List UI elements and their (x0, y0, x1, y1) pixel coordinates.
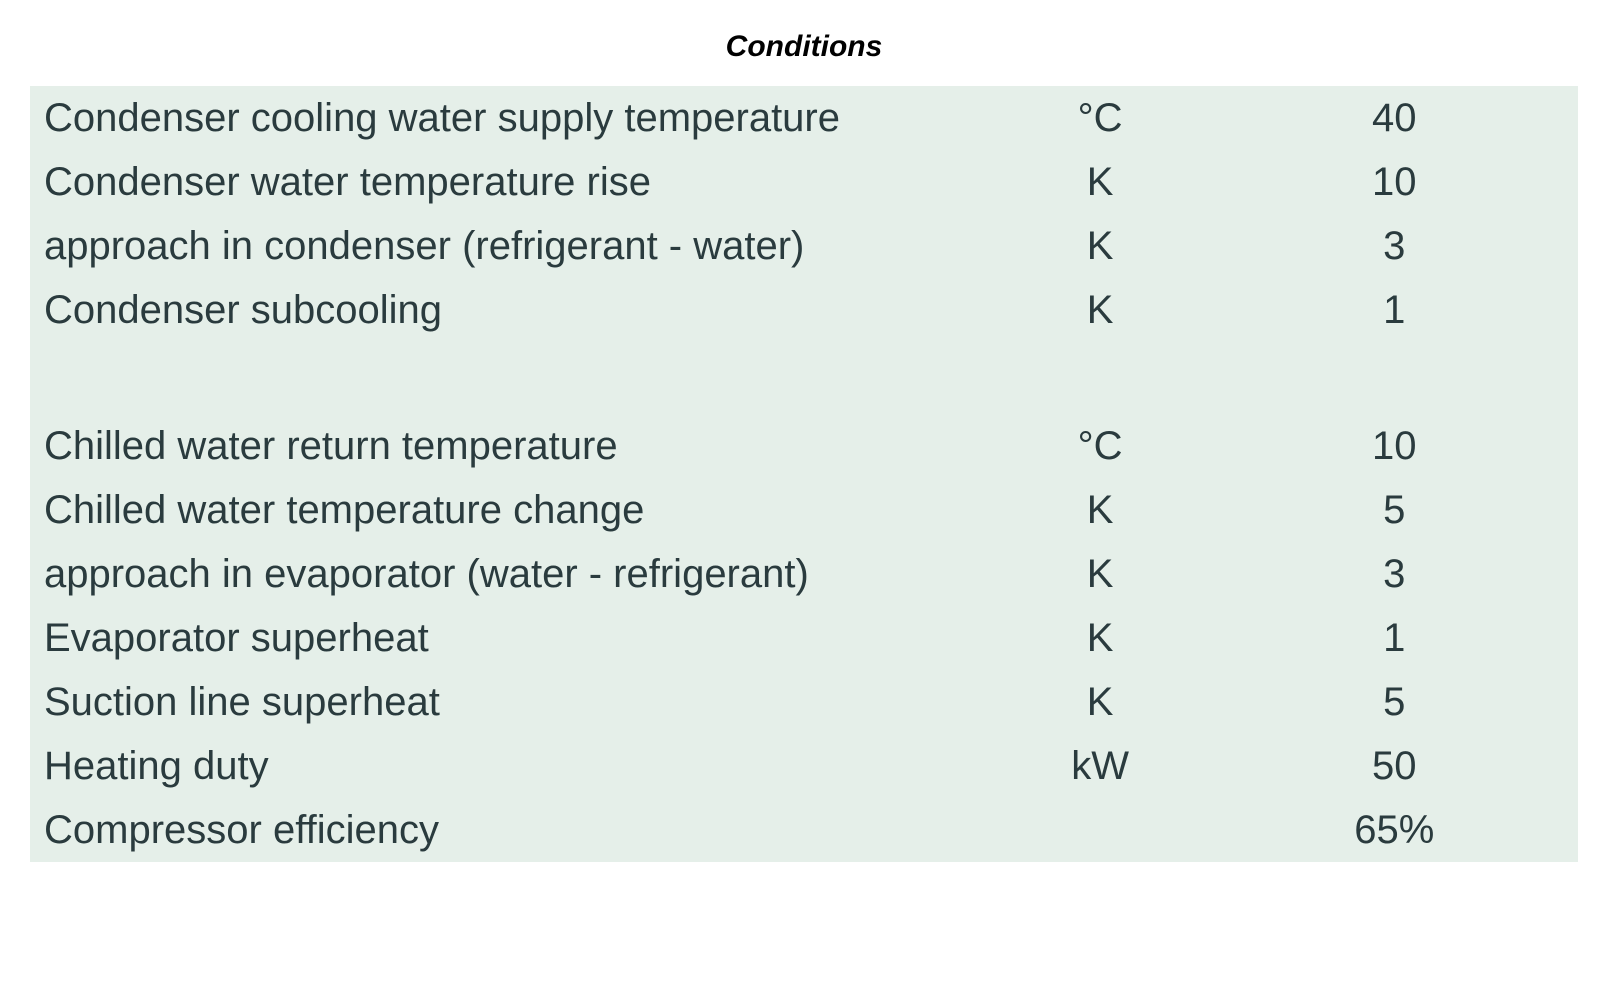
condition-value: 40 (1206, 86, 1578, 150)
condition-unit (990, 798, 1207, 862)
table-row: Chilled water temperature changeK5 (30, 478, 1578, 542)
condition-unit: kW (990, 734, 1207, 798)
condition-label: Chilled water return temperature (30, 414, 990, 478)
table-row: Chilled water return temperature°C10 (30, 414, 1578, 478)
condition-label: Chilled water temperature change (30, 478, 990, 542)
table-row: Suction line superheatK5 (30, 670, 1578, 734)
table-row: Evaporator superheatK1 (30, 606, 1578, 670)
condition-value: 1 (1206, 278, 1578, 342)
conditions-table: Condenser cooling water supply temperatu… (30, 86, 1578, 862)
conditions-table-body: Condenser cooling water supply temperatu… (30, 86, 1578, 862)
condition-unit: K (990, 670, 1207, 734)
table-row: approach in evaporator (water - refriger… (30, 542, 1578, 606)
condition-value: 3 (1206, 214, 1578, 278)
table-row (30, 342, 1578, 414)
spacer-cell (30, 342, 1578, 414)
condition-label: approach in condenser (refrigerant - wat… (30, 214, 990, 278)
table-row: Compressor efficiency 65% (30, 798, 1578, 862)
condition-value: 3 (1206, 542, 1578, 606)
table-title: Conditions (30, 30, 1578, 64)
condition-label: Condenser subcooling (30, 278, 990, 342)
condition-unit: K (990, 478, 1207, 542)
condition-label: Compressor efficiency (30, 798, 990, 862)
condition-label: Condenser water temperature rise (30, 150, 990, 214)
condition-value: 5 (1206, 670, 1578, 734)
condition-unit: °C (990, 414, 1207, 478)
condition-value: 50 (1206, 734, 1578, 798)
condition-unit: K (990, 150, 1207, 214)
condition-unit: °C (990, 86, 1207, 150)
condition-value: 5 (1206, 478, 1578, 542)
condition-value: 10 (1206, 150, 1578, 214)
table-row: Condenser cooling water supply temperatu… (30, 86, 1578, 150)
condition-unit: K (990, 214, 1207, 278)
condition-value: 1 (1206, 606, 1578, 670)
condition-unit: K (990, 278, 1207, 342)
table-row: approach in condenser (refrigerant - wat… (30, 214, 1578, 278)
condition-unit: K (990, 606, 1207, 670)
condition-label: Suction line superheat (30, 670, 990, 734)
condition-label: Condenser cooling water supply temperatu… (30, 86, 990, 150)
condition-unit: K (990, 542, 1207, 606)
table-row: Heating dutykW50 (30, 734, 1578, 798)
table-row: Condenser subcoolingK1 (30, 278, 1578, 342)
condition-label: Evaporator superheat (30, 606, 990, 670)
table-row: Condenser water temperature riseK10 (30, 150, 1578, 214)
condition-label: Heating duty (30, 734, 990, 798)
condition-label: approach in evaporator (water - refriger… (30, 542, 990, 606)
condition-value: 65% (1206, 798, 1578, 862)
condition-value: 10 (1206, 414, 1578, 478)
